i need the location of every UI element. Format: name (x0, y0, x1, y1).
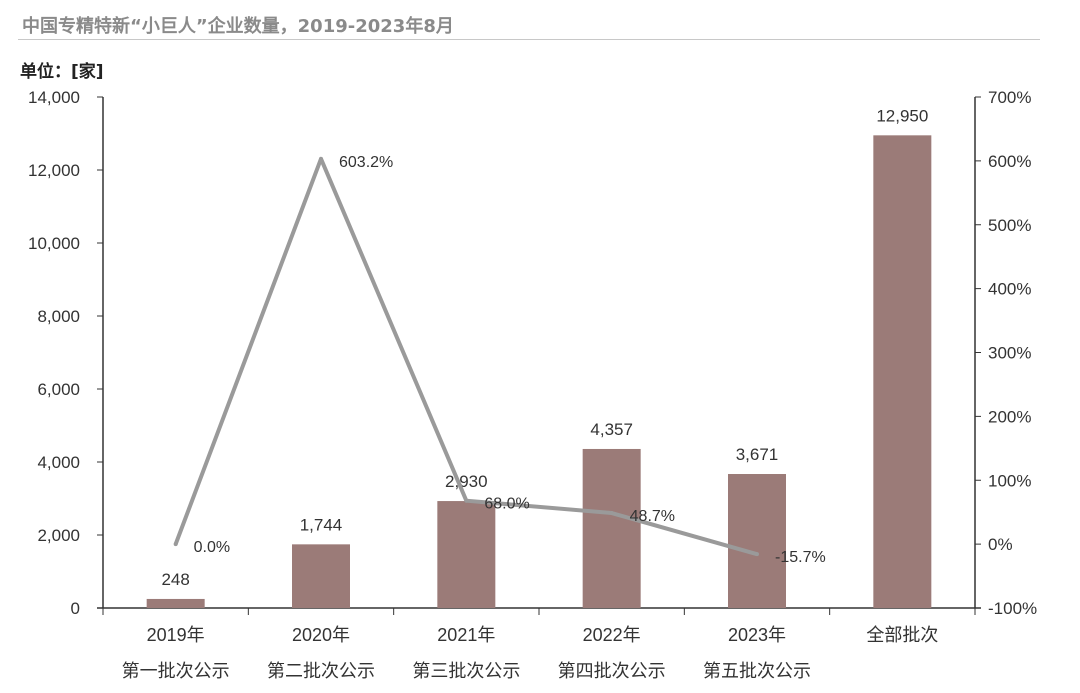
category-label-batch: 第二批次公示 (267, 661, 375, 681)
growth-point (464, 498, 469, 503)
right-axis-tick-label: 500% (988, 216, 1031, 235)
bar (437, 501, 496, 608)
left-axis-tick-label: 6,000 (37, 380, 80, 399)
bar-data-label: 248 (161, 570, 189, 589)
right-axis-tick-label: 100% (988, 471, 1031, 490)
bar-data-label: 2,930 (445, 472, 488, 491)
right-axis-tick-label: 200% (988, 407, 1031, 426)
category-label-batch: 第一批次公示 (122, 661, 230, 681)
category-label-batch: 第五批次公示 (703, 661, 811, 681)
unit-label: 单位：[家] (20, 62, 104, 82)
growth-data-label: 0.0% (194, 539, 230, 556)
bar (728, 474, 786, 608)
growth-point (609, 511, 614, 516)
right-axis-tick-label: -100% (988, 599, 1037, 618)
bar-data-label: 3,671 (736, 445, 779, 464)
bar (292, 544, 350, 608)
growth-data-label: 68.0% (484, 496, 529, 513)
bar (146, 598, 205, 608)
category-label-batch: 第三批次公示 (412, 661, 520, 681)
bar (582, 448, 641, 608)
category-label-year: 2019年 (147, 625, 205, 645)
bar-data-label: 1,744 (300, 515, 343, 534)
title-divider (18, 39, 1040, 40)
right-axis-tick-label: 0% (988, 535, 1013, 554)
bar-data-label: 4,357 (590, 420, 633, 439)
growth-data-label: -15.7% (775, 549, 826, 566)
growth-point (755, 552, 759, 557)
left-axis-tick-label: 10,000 (28, 234, 80, 253)
category-label-year: 2020年 (292, 625, 350, 645)
chart-title: 中国专精特新“小巨人”企业数量，2019-2023年8月 (22, 16, 454, 37)
right-axis-tick-label: 400% (988, 280, 1031, 299)
right-axis-tick-label: 300% (988, 344, 1031, 363)
category-label-year: 2022年 (583, 625, 641, 645)
growth-point (319, 156, 323, 161)
category-label-batch: 第四批次公示 (558, 661, 666, 681)
category-label-year: 全部批次 (866, 625, 938, 645)
left-axis-tick-label: 8,000 (37, 307, 80, 326)
left-axis-tick-label: 0 (71, 599, 80, 618)
right-axis-tick-label: 700% (988, 88, 1031, 107)
left-axis-tick-label: 4,000 (37, 453, 80, 472)
left-axis-tick-label: 14,000 (28, 88, 80, 107)
category-label-year: 2021年 (437, 625, 495, 645)
bar-data-label: 12,950 (876, 106, 928, 125)
right-axis-tick-label: 600% (988, 152, 1031, 171)
bar (873, 135, 932, 608)
growth-line (173, 156, 758, 557)
left-axis-tick-label: 12,000 (28, 161, 80, 180)
category-label-year: 2023年 (728, 625, 786, 645)
left-axis-tick-label: 2,000 (37, 526, 80, 545)
growth-data-label: 603.2% (339, 154, 393, 171)
growth-data-label: 48.7% (630, 508, 675, 525)
growth-point (173, 542, 178, 547)
